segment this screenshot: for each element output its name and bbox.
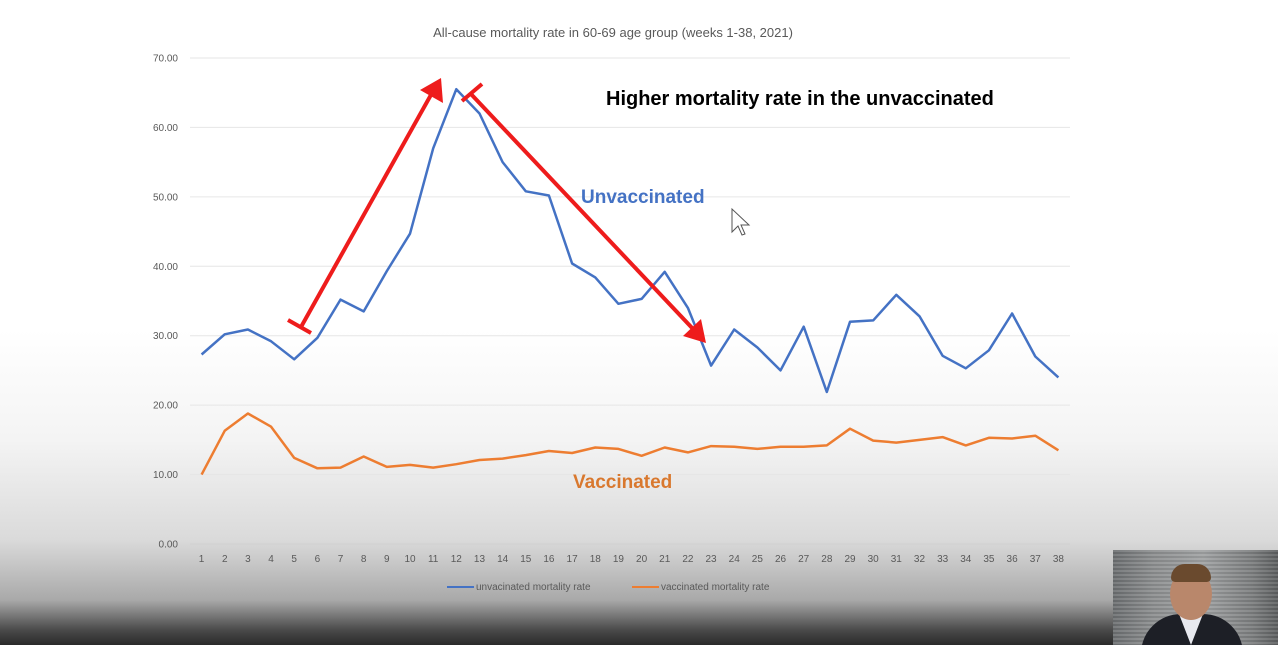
x-tick-label: 4 (268, 554, 274, 565)
fall-arrow-tail-cap (460, 82, 484, 103)
webcam-video (1113, 550, 1278, 645)
legend-label-unvaccinated: unvacinated mortality rate (476, 582, 591, 593)
series-line-unvaccinated (200, 87, 1060, 394)
y-tick-label: 70.00 (153, 54, 178, 65)
x-tick-label: 13 (474, 554, 486, 565)
rise-arrow-tail-cap (287, 318, 312, 335)
x-tick-label: 36 (1007, 554, 1019, 565)
x-tick-label: 17 (567, 554, 579, 565)
x-tick-label: 20 (636, 554, 648, 565)
x-tick-label: 15 (520, 554, 532, 565)
x-tick-label: 28 (821, 554, 833, 565)
y-axis-ticks: 0.00 10.00 20.00 30.00 40.00 50.00 60.00 70.00 (153, 54, 178, 551)
x-tick-label: 22 (682, 554, 694, 565)
x-tick-label: 24 (729, 554, 741, 565)
x-tick-label: 3 (245, 554, 251, 565)
chart-title: All-cause mortality rate in 60-69 age gr… (433, 25, 793, 40)
x-tick-label: 21 (659, 554, 671, 565)
x-tick-label: 35 (983, 554, 995, 565)
x-tick-label: 32 (914, 554, 926, 565)
x-tick-label: 18 (590, 554, 602, 565)
series-lines (200, 87, 1060, 476)
x-tick-label: 8 (361, 554, 367, 565)
rise-arrowhead (420, 78, 443, 103)
x-tick-label: 9 (384, 554, 390, 565)
x-tick-label: 5 (291, 554, 297, 565)
x-tick-label: 12 (451, 554, 463, 565)
x-tick-label: 11 (428, 554, 439, 565)
fall-arrow-shaft (468, 91, 696, 332)
x-tick-label: 7 (338, 554, 344, 565)
x-tick-label: 19 (613, 554, 625, 565)
x-tick-label: 1 (199, 554, 205, 565)
headline-annotation: Higher mortality rate in the unvaccinate… (606, 88, 994, 110)
vaccinated-annotation: Vaccinated (573, 472, 672, 493)
x-tick-label: 2 (222, 554, 228, 565)
y-tick-label: 20.00 (153, 401, 178, 412)
x-tick-label: 37 (1030, 554, 1042, 565)
y-tick-label: 0.00 (159, 540, 179, 551)
x-tick-label: 33 (937, 554, 949, 565)
fall-arrowhead (683, 319, 706, 343)
x-axis-ticks: 1 2 3 4 5 6 7 8 9 10 11 12 13 14 15 16 17 18 19 20 21 22 23 24 2… (199, 554, 1065, 565)
x-tick-label: 38 (1053, 554, 1065, 565)
legend: unvacinated mortality rate vaccinated mo… (447, 582, 770, 593)
unvaccinated-annotation: Unvaccinated (581, 187, 705, 208)
x-tick-label: 14 (497, 554, 509, 565)
x-tick-label: 34 (960, 554, 972, 565)
legend-label-vaccinated: vaccinated mortality rate (661, 582, 770, 593)
y-tick-label: 10.00 (153, 470, 178, 481)
y-tick-label: 30.00 (153, 331, 178, 342)
x-tick-label: 25 (752, 554, 764, 565)
x-tick-label: 23 (705, 554, 717, 565)
x-tick-label: 26 (775, 554, 787, 565)
presenter-hair (1171, 564, 1211, 582)
cursor-icon (731, 207, 751, 236)
x-tick-label: 6 (315, 554, 321, 565)
y-tick-label: 40.00 (153, 262, 178, 273)
rise-arrow-shaft (299, 92, 434, 328)
series-line-vaccinated (200, 412, 1060, 476)
red-arrows (287, 78, 706, 343)
y-tick-label: 50.00 (153, 192, 178, 203)
x-tick-label: 31 (891, 554, 903, 565)
x-tick-label: 16 (543, 554, 555, 565)
y-tick-label: 60.00 (153, 123, 178, 134)
x-tick-label: 27 (798, 554, 810, 565)
x-tick-label: 10 (404, 554, 416, 565)
x-tick-label: 29 (844, 554, 856, 565)
x-tick-label: 30 (868, 554, 880, 565)
